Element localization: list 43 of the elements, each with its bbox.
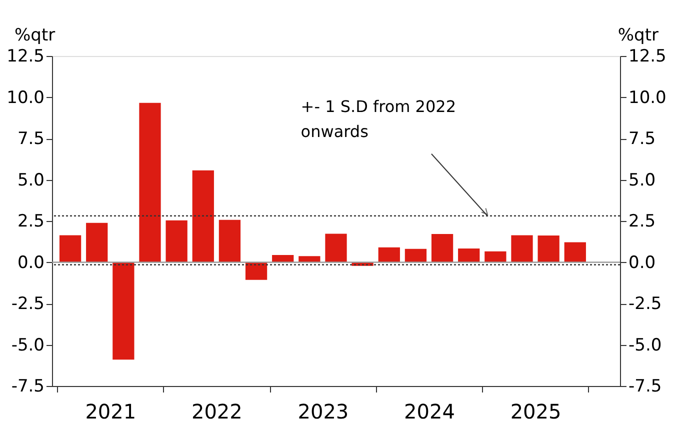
y2-tick-label: -5.0 [628,335,662,356]
bar [325,234,347,262]
y-tick-label: -7.5 [11,376,44,396]
bar [404,248,427,262]
x-tick-label: 2024 [404,400,455,424]
y-tick-label: 12.5 [6,46,44,66]
y-tick-label: 10.0 [6,88,44,108]
y2-tick-label: 2.5 [628,212,656,232]
y2-tick-label: 0.0 [628,252,656,273]
bar [378,247,400,262]
bar [166,220,188,262]
x-tick-label: 2023 [298,400,349,424]
bar [86,222,108,262]
bar [218,220,241,262]
bar [538,236,560,262]
bar [112,262,134,360]
bar [192,170,214,262]
bar [139,102,161,262]
annotation: +- 1 S.D from 2022 onwards [300,96,456,141]
bar [458,248,480,262]
y2-tick-label: -7.5 [628,376,662,396]
y2-tick-label: 10.0 [628,88,666,108]
y2-tick-label: 5.0 [628,170,656,190]
bar [59,235,82,262]
bar [245,262,268,280]
y-tick-label: 0.0 [17,252,44,273]
bar [511,235,533,262]
x-tick-label: 2022 [191,400,242,424]
bar [564,242,586,262]
y2-tick-label: 12.5 [628,46,666,66]
y2-tick-label: -2.5 [628,294,662,314]
y2-axis-title: %qtr [618,26,658,46]
x-tick-label: 2025 [510,400,562,424]
y2-tick-label: 7.5 [628,129,656,149]
y-tick-label: 7.5 [17,129,44,149]
y-axis-title: %qtr [14,26,56,46]
y-tick-label: 5.0 [17,170,44,190]
y-tick-label: 2.5 [17,212,44,232]
x-tick-label: 2021 [85,400,136,424]
y-tick-label: -5.0 [11,335,44,356]
bar [484,251,506,262]
bar [431,234,454,262]
y-tick-label: -2.5 [11,294,44,314]
